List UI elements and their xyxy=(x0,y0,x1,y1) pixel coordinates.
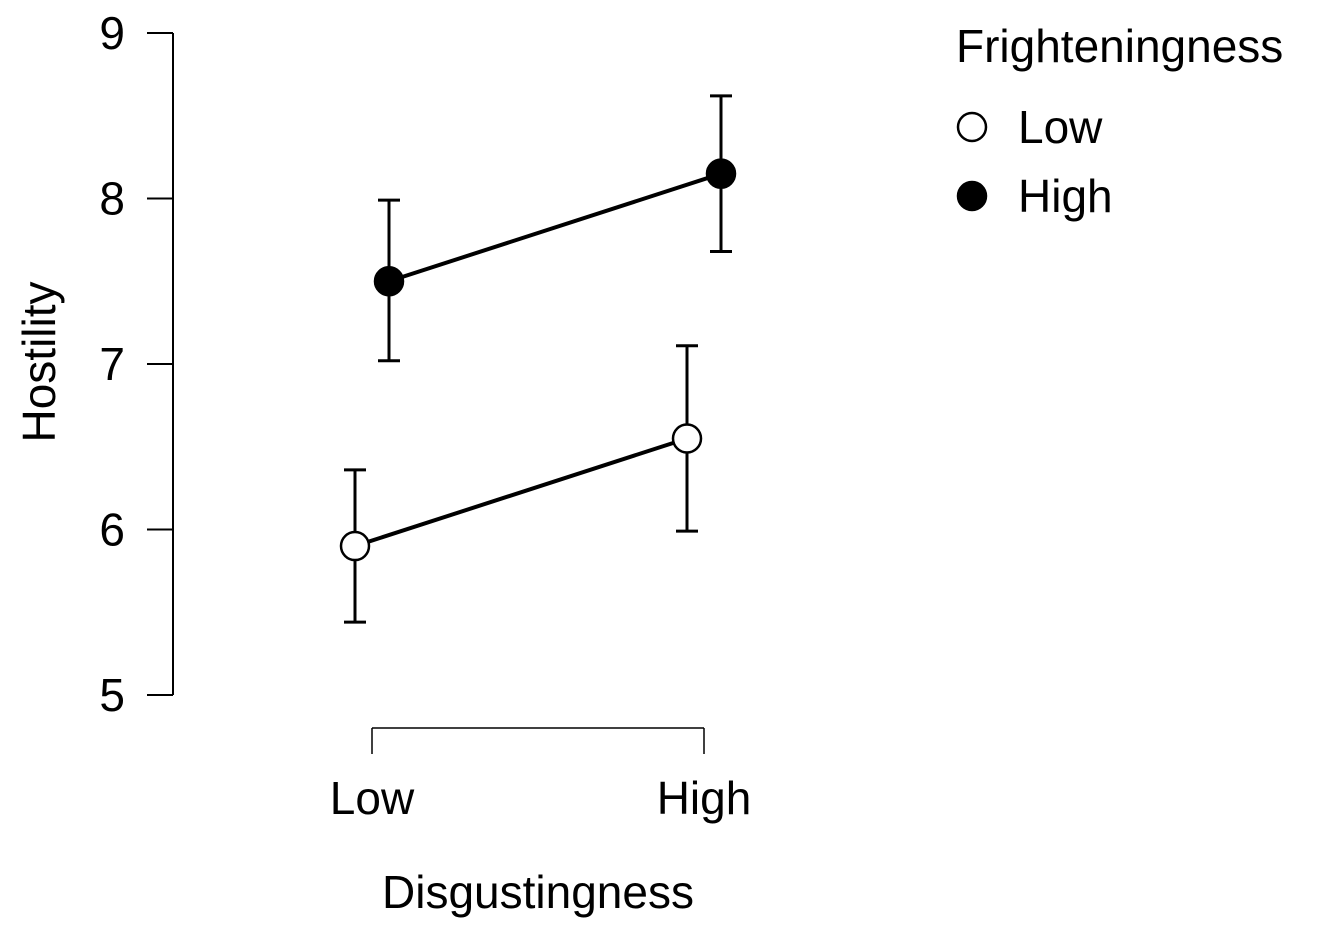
y-tick-label: 6 xyxy=(99,504,125,556)
series-low xyxy=(339,344,703,624)
legend-title: Frighteningness xyxy=(956,20,1283,72)
y-axis-title: Hostility xyxy=(13,281,65,442)
series-high xyxy=(373,94,737,363)
data-point xyxy=(339,530,371,562)
y-tick-label: 8 xyxy=(99,173,125,225)
data-point xyxy=(705,158,737,189)
legend-label: High xyxy=(1018,170,1113,222)
series-layer xyxy=(339,94,737,624)
data-point xyxy=(671,423,703,454)
series-line xyxy=(354,436,688,548)
x-tick-label: Low xyxy=(330,772,415,824)
legend-marker xyxy=(956,180,988,212)
data-point xyxy=(373,266,405,297)
x-axis-title: Disgustingness xyxy=(382,866,694,918)
legend: Frighteningness Low High xyxy=(956,20,1283,222)
legend-items: Low High xyxy=(956,101,1113,222)
legend-label: Low xyxy=(1018,101,1103,153)
legend-marker xyxy=(956,111,988,143)
y-tick-label: 5 xyxy=(99,669,125,721)
x-axis: Low High xyxy=(330,727,752,824)
series-line xyxy=(388,171,722,284)
y-tick-label: 7 xyxy=(99,338,125,390)
y-tick-label: 9 xyxy=(99,7,125,59)
y-axis: 5 6 7 8 9 xyxy=(99,7,174,721)
x-tick-label: High xyxy=(657,772,752,824)
